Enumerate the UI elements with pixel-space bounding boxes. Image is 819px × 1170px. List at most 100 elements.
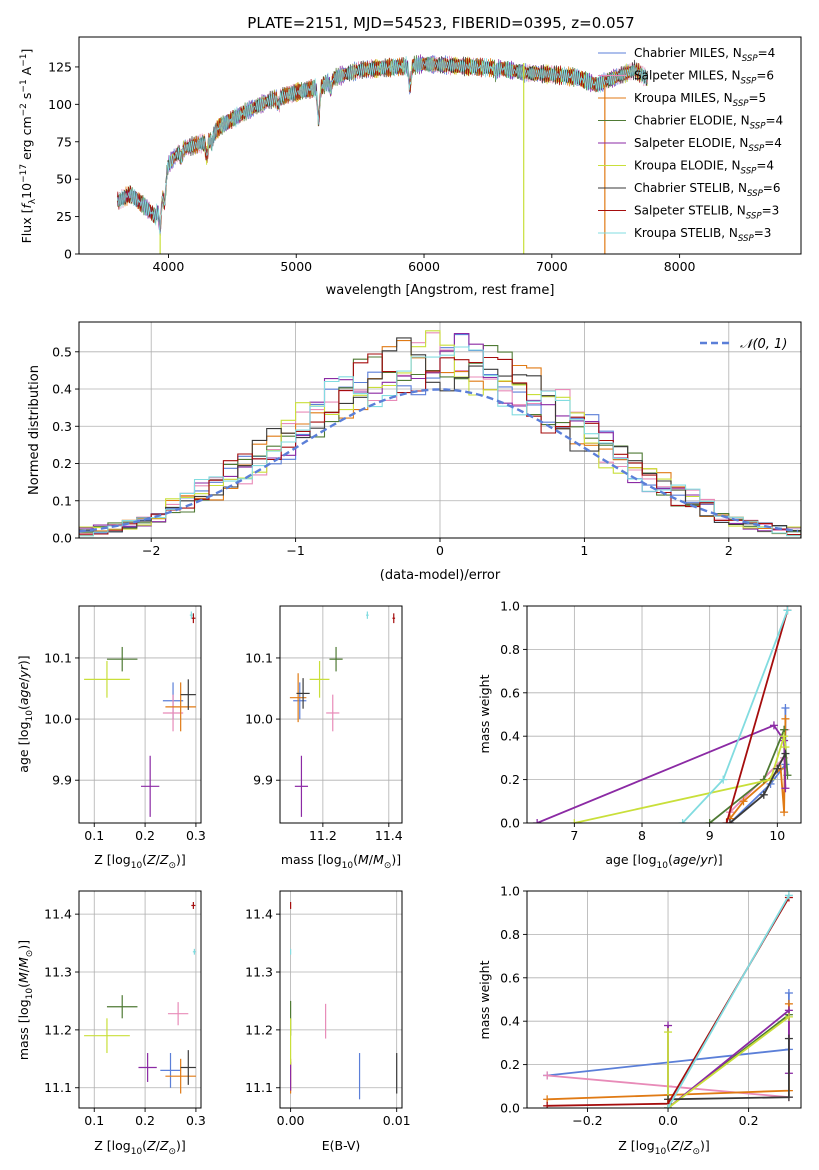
x-axis-label-spectrum: wavelength [Angstrom, rest frame] <box>326 283 555 298</box>
weight-marker-chabrier_elodie <box>705 819 714 823</box>
plot-area-age_vs_mass <box>289 611 396 817</box>
errorbar-kroupa_elodie <box>84 1018 130 1054</box>
errorbar-kroupa_stelib <box>366 611 369 619</box>
errorbar-salpeter_stelib <box>392 613 396 624</box>
tick-label-y: 75 <box>56 134 72 149</box>
tick-label-x: 0.0 <box>658 1113 678 1128</box>
axes-frame <box>279 605 403 824</box>
axes-mass_vs_ebv: 0.00 0.01 11.1 11.2 11.3 11.4 <box>245 890 411 1128</box>
weight-line-salpeter_elodie <box>536 724 787 823</box>
tick-label-x: 8 <box>638 828 646 843</box>
weight-marker-chabrier_stelib <box>773 764 782 773</box>
weight-marker-kroupa_stelib <box>678 819 687 823</box>
y-axis-label-weight-age: mass weight <box>477 674 492 753</box>
weight-marker-chabrier_stelib <box>725 819 734 823</box>
errorbar-chabrier_stelib <box>296 678 310 709</box>
weight-marker-kroupa_miles <box>781 714 790 723</box>
weight-marker-kroupa_stelib <box>784 891 793 900</box>
tick-label-x: 6000 <box>408 259 440 274</box>
weight-marker-kroupa_stelib <box>783 606 792 615</box>
tick-label-y: 11.2 <box>44 1022 72 1037</box>
weight-marker-chabrier_miles <box>781 703 790 712</box>
tick-label-y: 0.4 <box>52 382 72 397</box>
weight-line-chabrier_stelib <box>729 753 787 823</box>
errorbar-chabrier_stelib <box>180 679 196 710</box>
weight-marker-salpeter_miles <box>543 1071 552 1080</box>
weight-marker-chabrier_stelib <box>784 1093 793 1102</box>
errorbar-kroupa_elodie <box>84 661 130 698</box>
errorbar-kroupa_miles <box>289 673 307 723</box>
plot-area-weight_vs_age <box>533 606 792 823</box>
weight-line-kroupa_elodie <box>667 1016 790 1108</box>
tick-label-y: 1.0 <box>500 884 520 899</box>
axes-frame <box>78 605 202 824</box>
x-axis-label-hist: (data-model)/error <box>380 568 501 583</box>
errorbar-kroupa_miles <box>165 682 196 732</box>
tick-label-y: 9.9 <box>253 773 273 788</box>
tick-label-x: 0.2 <box>739 1113 759 1128</box>
axes-frame <box>526 890 802 1109</box>
tick-label-y: 11.3 <box>245 965 273 980</box>
weight-marker-salpeter_elodie <box>769 721 778 730</box>
errorbar-chabrier_stelib <box>180 1050 196 1085</box>
tick-label-x: 2 <box>725 543 733 558</box>
y-axis-label-age-z: age [log10(age/yr)] <box>16 655 35 772</box>
plot-area-spectrum <box>116 54 648 254</box>
x-axis-label-age-z: Z [log10(Z/Z⊙)] <box>94 852 186 871</box>
errorbar-kroupa_elodie <box>309 661 330 698</box>
hist-kroupa_stelib <box>79 346 801 538</box>
legend-label-normal: 𝒩(0, 1) <box>740 337 787 352</box>
tick-label-x: −2 <box>142 543 160 558</box>
plot-area-mass_vs_ebv <box>290 901 398 1100</box>
axes-age_vs_z: 0.1 0.2 0.3 9.9 10.0 10.1 <box>44 605 206 843</box>
y-axis-label-hist: Normed distribution <box>27 365 42 495</box>
tick-label-x: 8000 <box>664 259 696 274</box>
errorbar-salpeter_stelib <box>191 613 196 624</box>
tick-label-x: 0.1 <box>84 1113 104 1128</box>
tick-label-y: 100 <box>48 97 72 112</box>
legend-label-salpeter_elodie: Salpeter ELODIE, NSSP=4 <box>634 136 782 154</box>
legend-label-chabrier_elodie: Chabrier ELODIE, NSSP=4 <box>634 114 783 132</box>
tick-label-y: 9.9 <box>52 773 72 788</box>
tick-label-x: 10 <box>769 828 785 843</box>
axes-weight_vs_age: 7 8 9 10 0.0 0.2 0.4 0.6 0.8 1.0 <box>500 599 802 843</box>
x-axis-label-age-mass: mass [log10(M/M⊙)] <box>281 852 401 871</box>
tick-label-x: 5000 <box>280 259 312 274</box>
errorbar-kroupa_miles <box>165 1058 196 1094</box>
tick-label-y: 0.5 <box>52 344 72 359</box>
x-axis-label-mass-ebv: E(B-V) <box>322 1138 361 1153</box>
tick-label-y: 25 <box>56 209 72 224</box>
tick-label-y: 11.1 <box>44 1080 72 1095</box>
tick-label-y: 11.4 <box>44 907 72 922</box>
tick-label-y: 125 <box>48 59 72 74</box>
legend-spectrum: Chabrier MILES, NSSP=4 Salpeter MILES, NS… <box>598 46 783 244</box>
tick-label-y: 0.2 <box>52 456 72 471</box>
weight-marker-kroupa_stelib <box>719 775 728 784</box>
weight-line-kroupa_stelib <box>667 894 790 1108</box>
tick-label-y: 11.1 <box>245 1080 273 1095</box>
plot-area-residual_hist <box>79 330 801 538</box>
tick-label-x: −0.2 <box>572 1113 602 1128</box>
weight-marker-salpeter_elodie <box>533 819 542 823</box>
tick-label-y: 0.1 <box>52 493 72 508</box>
legend-label-kroupa_miles: Kroupa MILES, NSSP=5 <box>634 91 766 109</box>
hist-chabrier_stelib <box>79 337 801 538</box>
legend-label-kroupa_elodie: Kroupa ELODIE, NSSP=4 <box>634 159 774 177</box>
axes-spectrum: 4000 5000 6000 7000 8000 0 25 50 75 100 125 <box>48 36 802 274</box>
axes-frame <box>78 890 202 1109</box>
errorbar-salpeter_elodie <box>294 755 309 817</box>
errorbar-salpeter_miles <box>326 694 340 732</box>
errorbar-chabrier_miles <box>293 682 307 720</box>
hist-salpeter_stelib <box>79 353 801 538</box>
axes-age_vs_mass: 11.2 11.4 9.9 10.0 10.1 <box>245 605 403 843</box>
weight-marker-kroupa_elodie <box>664 1028 673 1037</box>
axes-frame <box>526 605 802 824</box>
tick-label-y: 10.1 <box>44 650 72 665</box>
errorbar-chabrier_elodie <box>329 646 343 672</box>
weight-marker-kroupa_miles <box>739 797 748 806</box>
weight-marker-salpeter_stelib <box>722 819 731 823</box>
errorbar-salpeter_elodie <box>138 1053 157 1082</box>
tick-label-y: 0.6 <box>500 685 520 700</box>
tick-label-x: 0.01 <box>383 1113 411 1128</box>
